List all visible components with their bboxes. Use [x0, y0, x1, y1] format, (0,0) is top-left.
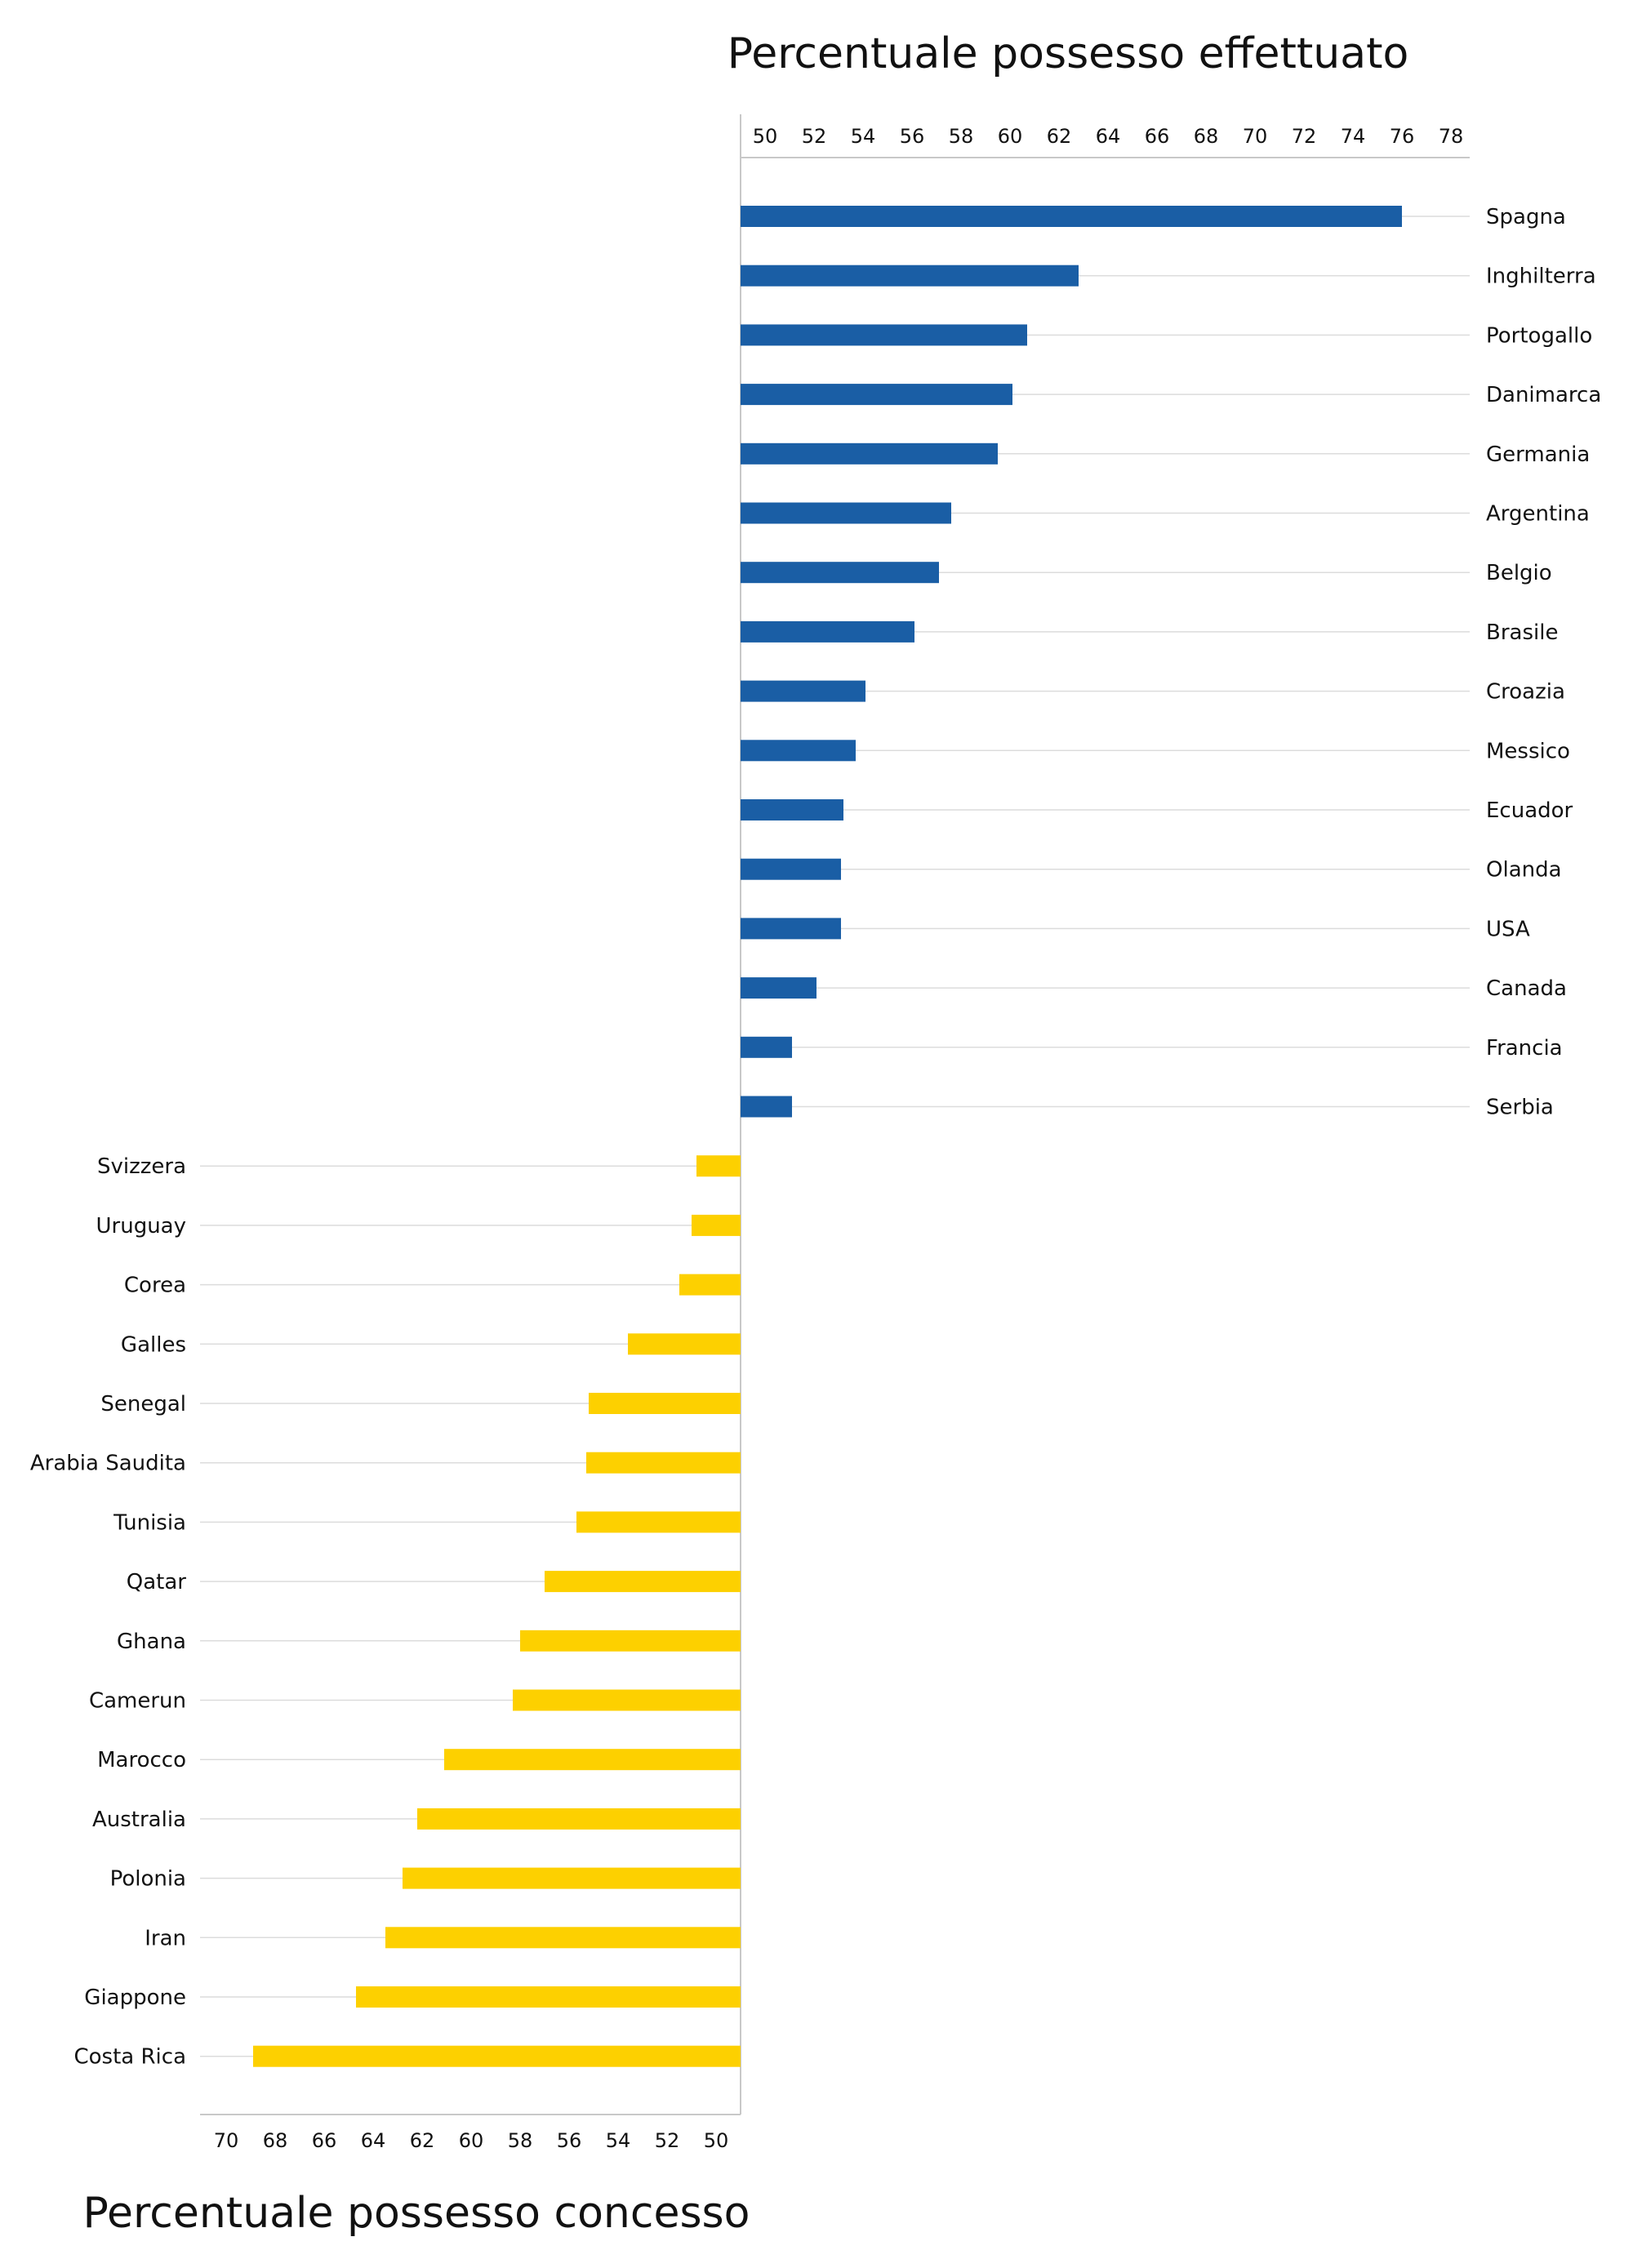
bottom-tick-label: 62 [410, 2129, 435, 2152]
category-label-australia: Australia [92, 1808, 186, 1832]
category-label-arabia-saudita: Arabia Saudita [30, 1452, 186, 1476]
bar-croazia [741, 680, 865, 702]
bar-uruguay [692, 1214, 741, 1236]
bar-messico [741, 740, 856, 762]
bar-iran [385, 1927, 741, 1949]
bar-germania [741, 442, 998, 465]
top-tick-label: 50 [753, 125, 778, 148]
bottom-tick-label: 52 [655, 2129, 680, 2152]
category-labels: Spagna Inghilterra Portogallo Danimarca Germ… [30, 205, 1601, 2070]
category-label-danimarca: Danimarca [1486, 383, 1601, 407]
bars [253, 206, 1402, 2067]
top-tick-label: 58 [949, 125, 974, 148]
category-label-croazia: Croazia [1486, 680, 1565, 705]
bar-senegal [589, 1393, 741, 1414]
category-label-spagna: Spagna [1486, 205, 1566, 229]
bar-serbia [741, 1096, 792, 1118]
bottom-tick-label: 60 [459, 2129, 484, 2152]
top-tick-label: 52 [802, 125, 827, 148]
top-tick-label: 60 [998, 125, 1023, 148]
bar-qatar [545, 1571, 741, 1593]
top-tick-label: 74 [1341, 125, 1366, 148]
category-label-brasile: Brasile [1486, 620, 1558, 645]
chart-title-bottom: Percentuale possesso concesso [83, 2189, 750, 2238]
category-label-polonia: Polonia [110, 1867, 186, 1892]
category-label-serbia: Serbia [1486, 1096, 1554, 1120]
bottom-tick-label: 64 [361, 2129, 386, 2152]
bar-portogallo [741, 324, 1027, 346]
bar-galles [628, 1333, 741, 1355]
bottom-tick-label: 50 [704, 2129, 729, 2152]
tick-labels: 50 52 54 56 58 60 62 64 66 68 70 72 74 76 78 70 68 66 64 62… [214, 125, 1464, 2152]
category-label-ecuador: Ecuador [1486, 798, 1573, 823]
bar-inghilterra [741, 265, 1079, 287]
category-label-inghilterra: Inghilterra [1486, 265, 1596, 289]
category-label-galles: Galles [121, 1332, 186, 1357]
gridlines [200, 216, 1470, 2057]
bar-usa [741, 918, 841, 940]
category-label-portogallo: Portogallo [1486, 323, 1592, 348]
category-label-francia: Francia [1486, 1036, 1563, 1061]
bar-marocco [444, 1749, 741, 1771]
bar-corea [679, 1274, 741, 1296]
bar-arabia-saudita [586, 1452, 741, 1474]
top-tick-label: 78 [1439, 125, 1464, 148]
bar-svizzera [696, 1155, 741, 1177]
category-label-senegal: Senegal [100, 1392, 186, 1416]
bar-belgio [741, 562, 939, 584]
bottom-tick-label: 54 [606, 2129, 631, 2152]
bar-polonia [403, 1867, 741, 1889]
category-label-costa-rica: Costa Rica [73, 2045, 186, 2070]
category-label-qatar: Qatar [127, 1570, 187, 1594]
bar-camerun [513, 1689, 741, 1711]
category-label-messico: Messico [1486, 739, 1570, 763]
category-label-iran: Iran [145, 1926, 186, 1950]
category-label-usa: USA [1486, 917, 1530, 941]
category-label-ghana: Ghana [117, 1630, 186, 1654]
category-label-germania: Germania [1486, 442, 1590, 467]
top-tick-label: 64 [1096, 125, 1121, 148]
category-label-canada: Canada [1486, 976, 1567, 1001]
bar-tunisia [576, 1511, 741, 1533]
bar-giappone [356, 1986, 741, 2008]
category-label-belgio: Belgio [1486, 561, 1552, 585]
chart-title-top: Percentuale possesso effettuato [728, 29, 1409, 78]
bar-costa-rica [253, 2045, 741, 2067]
top-tick-label: 76 [1390, 125, 1415, 148]
top-tick-label: 66 [1145, 125, 1170, 148]
category-label-marocco: Marocco [97, 1748, 186, 1772]
bar-danimarca [741, 384, 1012, 406]
category-label-corea: Corea [124, 1274, 186, 1298]
top-tick-label: 62 [1047, 125, 1072, 148]
top-tick-label: 54 [851, 125, 876, 148]
bar-ecuador [741, 799, 843, 820]
bar-spagna [741, 206, 1402, 227]
bar-francia [741, 1036, 792, 1058]
category-label-tunisia: Tunisia [113, 1510, 186, 1535]
bar-olanda [741, 858, 841, 880]
bottom-tick-label: 58 [508, 2129, 533, 2152]
top-tick-label: 68 [1194, 125, 1219, 148]
bar-canada [741, 977, 816, 999]
bar-argentina [741, 502, 951, 524]
top-tick-label: 70 [1243, 125, 1268, 148]
bottom-tick-label: 56 [557, 2129, 582, 2152]
bottom-tick-label: 70 [214, 2129, 239, 2152]
category-label-olanda: Olanda [1486, 858, 1562, 883]
bar-ghana [520, 1630, 741, 1652]
bar-australia [417, 1808, 741, 1830]
category-label-argentina: Argentina [1486, 502, 1590, 527]
top-tick-label: 72 [1292, 125, 1317, 148]
bar-brasile [741, 620, 914, 643]
top-tick-label: 56 [900, 125, 925, 148]
category-label-giappone: Giappone [84, 1986, 186, 2010]
category-label-svizzera: Svizzera [97, 1154, 186, 1179]
category-label-camerun: Camerun [89, 1689, 186, 1714]
category-label-uruguay: Uruguay [96, 1214, 187, 1239]
axes [200, 114, 1470, 2115]
bottom-tick-label: 66 [312, 2129, 337, 2152]
bottom-tick-label: 68 [263, 2129, 288, 2152]
